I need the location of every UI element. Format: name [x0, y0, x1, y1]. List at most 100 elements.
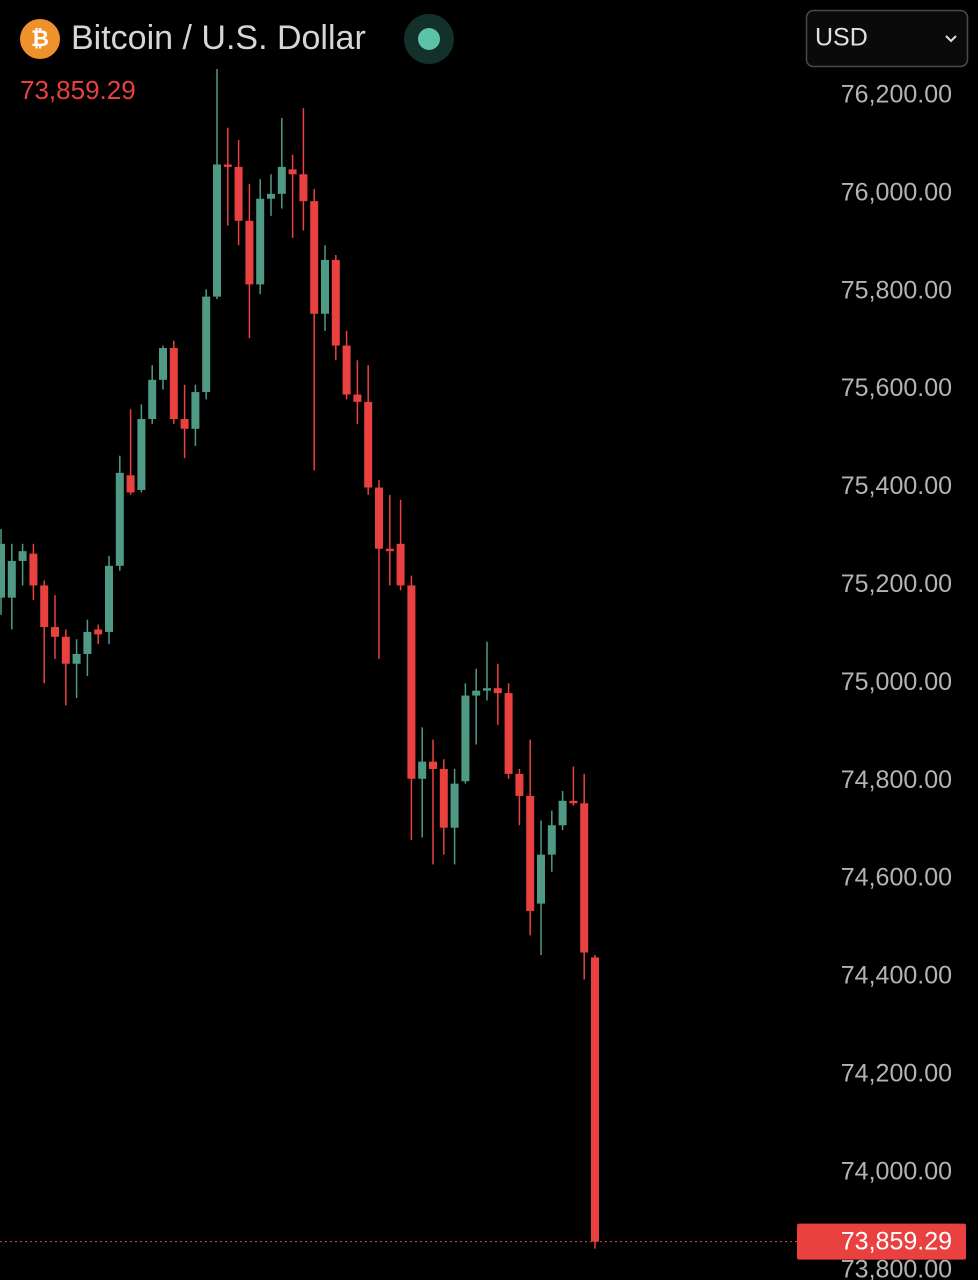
candle	[580, 773, 589, 980]
candle-body	[202, 296, 211, 393]
candle-body	[18, 551, 27, 561]
candle-body	[310, 201, 319, 314]
candle	[375, 480, 383, 659]
candle	[353, 360, 362, 424]
candle	[94, 624, 103, 645]
candle	[537, 820, 545, 955]
y-tick-label: 75,200.00	[841, 570, 952, 598]
candle-body	[515, 773, 524, 796]
candle-body	[375, 487, 383, 549]
candle-body	[191, 392, 200, 429]
last-price-badge	[797, 1223, 966, 1260]
candle-body	[504, 693, 513, 774]
candle	[310, 188, 319, 471]
candle-body	[234, 166, 243, 221]
candle	[0, 529, 5, 615]
candle-body	[580, 803, 589, 953]
candle	[450, 768, 459, 865]
y-tick-label: 75,400.00	[841, 472, 952, 500]
candle-body	[353, 394, 362, 402]
candle-body	[148, 379, 157, 419]
candle-body	[40, 585, 49, 628]
candle-body	[213, 164, 221, 297]
plot-area	[0, 69, 797, 1249]
coin-symbol: ₿	[31, 26, 49, 51]
candle-body	[223, 164, 232, 167]
candle	[569, 766, 578, 806]
candle	[331, 255, 340, 361]
candle-body	[245, 220, 254, 285]
candle-body	[558, 800, 567, 826]
y-tick-label: 74,600.00	[841, 864, 952, 892]
y-tick-label: 75,800.00	[841, 276, 952, 304]
candle-body	[450, 783, 459, 828]
candle	[547, 810, 556, 872]
candle-body	[396, 543, 405, 586]
currency-label[interactable]: USD	[815, 24, 868, 52]
candle-body	[493, 688, 502, 694]
candle-body	[537, 854, 545, 904]
candle-body	[331, 259, 340, 346]
candle	[159, 345, 167, 390]
currency-select-box[interactable]	[805, 9, 969, 68]
candle	[29, 543, 38, 601]
candle-body	[439, 768, 448, 828]
candle-body	[180, 418, 189, 429]
candle-body	[256, 198, 265, 285]
candle-body	[267, 193, 275, 199]
candle-body	[0, 543, 5, 598]
candle	[126, 409, 135, 495]
candle	[169, 340, 178, 424]
candle-body	[299, 174, 308, 202]
candle	[40, 580, 49, 684]
candle	[7, 543, 16, 630]
chevron[interactable]	[945, 35, 957, 43]
candle	[72, 639, 81, 699]
candle-body	[277, 166, 286, 194]
candle	[364, 365, 373, 495]
candle	[342, 330, 351, 400]
last-price-badge-label: 73,859.29	[841, 1227, 952, 1255]
candle-body	[342, 345, 351, 395]
candle	[472, 668, 481, 745]
candle-body	[472, 690, 481, 696]
candle-body	[429, 761, 437, 769]
candle	[234, 139, 243, 246]
candle-body	[547, 825, 556, 855]
candle-body	[288, 169, 297, 175]
chart-title: Bitcoin / U.S. Dollar	[71, 19, 366, 57]
candle-body	[591, 957, 599, 1242]
coin-icon	[20, 19, 60, 59]
candle	[191, 384, 200, 446]
candle-body	[526, 795, 535, 911]
candle	[558, 791, 567, 831]
candle	[299, 108, 308, 231]
candle-body	[29, 553, 38, 586]
candle	[418, 727, 427, 838]
candle	[439, 759, 448, 855]
candle-body	[126, 475, 135, 493]
candle	[180, 384, 189, 459]
candle-body	[483, 688, 491, 691]
candle	[591, 954, 599, 1249]
candle	[223, 127, 232, 226]
candle	[504, 683, 513, 779]
y-tick-label: 75,600.00	[841, 374, 952, 402]
candle	[385, 494, 394, 586]
candle-body	[159, 348, 167, 380]
candle	[461, 683, 470, 784]
candle-body	[137, 418, 146, 490]
currency-select[interactable]: USD	[805, 9, 969, 68]
header: ₿ Bitcoin / U.S. Dollar 73,859.29 USD	[20, 9, 969, 105]
candle-body	[364, 401, 373, 488]
candle	[18, 543, 27, 586]
candle	[148, 365, 157, 424]
candle-body	[461, 695, 470, 782]
candle-body	[115, 472, 124, 566]
candle	[407, 575, 416, 840]
candle	[429, 739, 437, 865]
y-tick-label: 74,000.00	[841, 1157, 952, 1185]
